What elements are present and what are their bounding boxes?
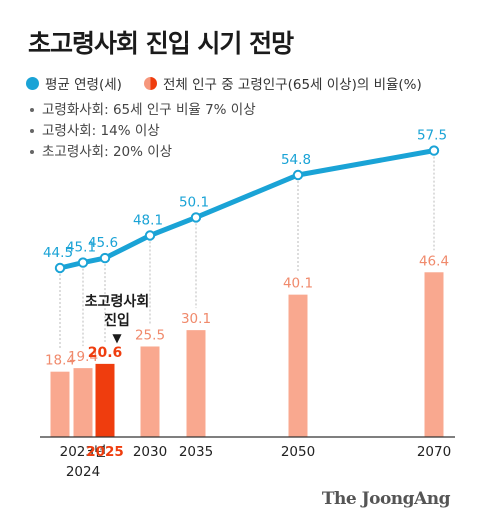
annotation-line1: 초고령사회	[85, 294, 149, 310]
bar-2030	[140, 346, 160, 437]
bar-2025	[95, 363, 115, 437]
line-label-2030: 48.1	[133, 212, 163, 228]
line-label-2035: 50.1	[179, 194, 209, 210]
bar-label-2030: 25.5	[135, 327, 165, 343]
legend: 평균 연령(세) 전체 인구 중 고령인구(65세 이상)의 비율(%)	[26, 73, 422, 93]
line-label-2023: 44.5	[43, 245, 73, 261]
line-point-2025	[99, 252, 111, 264]
note-super-aged-society: 초고령사회: 20% 이상	[30, 142, 256, 163]
bar-label-2023: 18.4	[45, 353, 75, 369]
x-tick-2030: 2030	[133, 444, 167, 460]
line-point-2050	[292, 169, 304, 181]
line-label-2050: 54.8	[281, 152, 311, 168]
legend-bar-marker	[143, 76, 157, 90]
annotation-line2: 진입	[104, 312, 130, 329]
x-tick-2050: 2050	[281, 444, 315, 460]
x-tick-2025: 2025	[86, 444, 124, 460]
note-aged-society: 고령사회: 14% 이상	[30, 121, 256, 142]
line-point-2070	[428, 145, 440, 156]
x-tick-2023년: 2023년	[60, 444, 107, 460]
threshold-notes: 고령화사회: 65세 인구 비율 7% 이상 고령사회: 14% 이상 초고령사…	[30, 100, 256, 163]
legend-line-marker	[26, 76, 39, 90]
line-point-2035	[190, 212, 202, 223]
line-point-2030	[144, 230, 156, 241]
note-aging-society: 고령화사회: 65세 인구 비율 7% 이상	[30, 100, 256, 121]
publisher-credit: The JoongAng	[321, 489, 451, 509]
chart-title: 초고령사회 진입 시기 전망	[28, 29, 294, 58]
legend-ratio-label: 전체 인구 중 고령인구(65세 이상)의 비율(%)	[162, 77, 422, 93]
bar-label-2025: 20.6	[88, 345, 123, 361]
x-tick-2035: 2035	[179, 444, 213, 460]
bar-2070	[424, 272, 444, 437]
line-point-2024	[77, 257, 89, 268]
bar-label-2070: 46.4	[419, 253, 449, 269]
bar-2035	[186, 330, 206, 437]
bar-label-2050: 40.1	[283, 276, 313, 292]
line-label-2025: 45.6	[88, 235, 118, 251]
bar-label-2024: 19.4	[68, 349, 98, 365]
x-tick-2070: 2070	[417, 444, 451, 460]
annotation-arrow: ▼	[112, 331, 122, 345]
bar-2023	[50, 371, 70, 437]
bar-label-2035: 30.1	[181, 311, 211, 327]
x-tick-2024: 2024	[66, 464, 100, 480]
bar-2024	[73, 368, 93, 437]
line-point-2023	[54, 262, 66, 274]
bar-2050	[288, 294, 308, 437]
line-label-2024: 45.1	[66, 240, 96, 256]
line-label-2070: 57.5	[417, 128, 447, 144]
legend-avg-age-label: 평균 연령(세)	[45, 77, 122, 93]
